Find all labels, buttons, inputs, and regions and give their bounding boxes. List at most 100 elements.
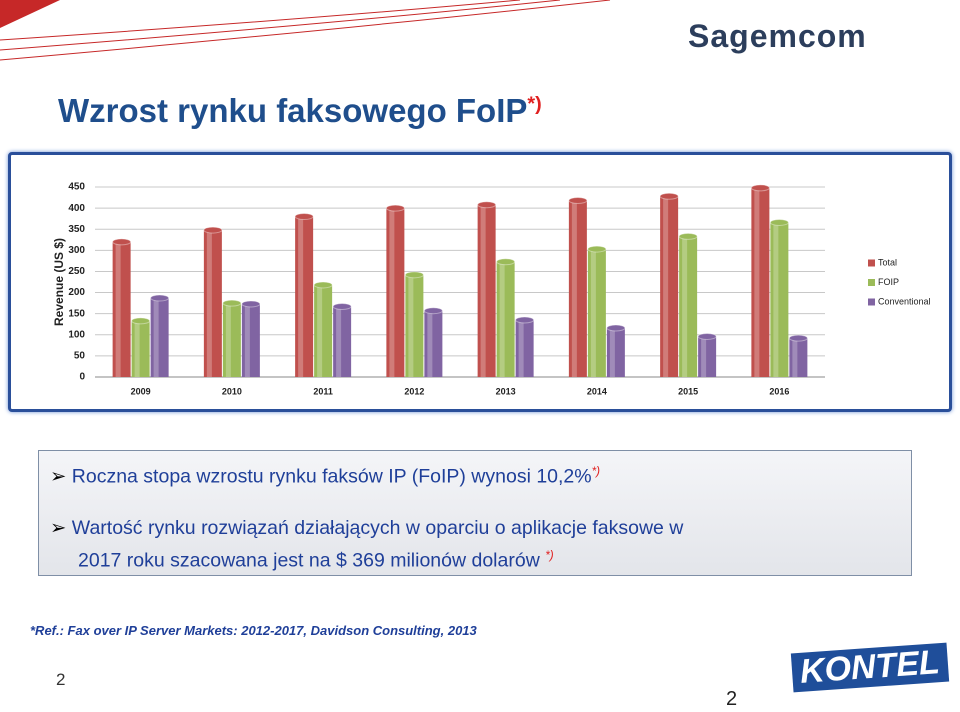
x-tick-label: 2010 — [222, 386, 242, 396]
page-number: 2 — [726, 688, 738, 710]
bullet-list: ➢ Roczna stopa wzrostu rynku faksów IP (… — [50, 458, 683, 574]
bar-shine — [609, 328, 615, 377]
decor-stripes — [0, 0, 611, 61]
bar-shine — [571, 200, 577, 377]
bar-shine — [701, 336, 707, 377]
bullet-box — [38, 450, 912, 576]
bar-shine — [225, 303, 231, 377]
bar — [386, 208, 405, 377]
legend-swatch — [868, 259, 875, 267]
bar-shine — [336, 306, 342, 377]
bar — [587, 249, 606, 377]
bar — [424, 310, 443, 377]
bar-shine — [590, 249, 596, 377]
title-mark: *) — [527, 93, 542, 115]
bar-shine — [518, 320, 524, 377]
bar — [314, 284, 333, 377]
x-tick-label: 2014 — [587, 386, 607, 396]
bar-cap — [659, 192, 679, 200]
bar-shine — [244, 303, 250, 377]
x-tick-label: 2016 — [769, 386, 789, 396]
page-number: 2 — [56, 670, 66, 689]
brand-logo: KONTEL — [790, 642, 949, 693]
bar-shine — [480, 204, 486, 377]
bar-cap — [332, 302, 352, 310]
bar — [770, 222, 789, 377]
bullet-arrow: ➢ — [50, 465, 72, 488]
bar-shine — [792, 338, 798, 377]
bullet-line: 2017 roku szacowana jest na $ 369 milion… — [50, 542, 683, 575]
chart: Revenue (US $) 0 50 100 150 200 250 300 350 400 4… — [52, 182, 931, 397]
bar-cap — [515, 316, 535, 324]
legend-swatch — [868, 298, 875, 306]
bullet-line: ➢ Wartość rynku rozwiązań działających w… — [50, 515, 683, 542]
bar-cap — [423, 307, 443, 315]
bar-cap — [404, 271, 424, 279]
bar — [150, 298, 169, 377]
bar-shine — [153, 298, 159, 377]
bar-cap — [313, 281, 333, 289]
y-tick-label: 450 — [68, 182, 85, 193]
bullet-text: Wartość rynku rozwiązań działających w o… — [71, 516, 684, 539]
bar-shine — [134, 320, 140, 377]
bar-cap — [203, 226, 223, 234]
bar-cap — [294, 213, 314, 221]
bar-shine — [773, 222, 779, 377]
y-tick-label: 300 — [68, 245, 85, 256]
bar — [222, 303, 241, 377]
bar-cap — [788, 334, 808, 342]
y-tick-label: 100 — [68, 329, 85, 340]
bar-shine — [682, 236, 688, 377]
bar — [679, 236, 698, 377]
bar-cap — [222, 299, 242, 307]
bar — [515, 320, 534, 377]
bar-cap — [678, 232, 698, 240]
bullet: ➢ Wartość rynku rozwiązań działających w… — [50, 515, 683, 575]
y-axis-label: Revenue (US $) — [52, 238, 66, 326]
bar-shine — [427, 310, 433, 377]
bar — [568, 200, 587, 377]
x-tick-label: 2015 — [678, 386, 698, 396]
slide-title: Wzrost rynku faksowego FoIP*) — [58, 92, 542, 130]
bar-cap — [587, 245, 607, 253]
bar — [789, 338, 808, 377]
bar — [606, 328, 625, 377]
bar-shine — [408, 274, 414, 377]
x-tick-label: 2009 — [131, 386, 151, 396]
bar-cap — [385, 204, 405, 212]
bar-cap — [697, 332, 717, 340]
bar-shine — [317, 284, 323, 377]
bar-cap — [112, 238, 132, 246]
bar — [241, 303, 260, 377]
bar — [660, 196, 679, 377]
bullet-arrow: ➢ — [50, 516, 72, 539]
bullet-text: Roczna stopa wzrostu rynku faksów IP (Fo… — [71, 465, 592, 488]
bar-cap — [241, 300, 261, 308]
bar — [477, 204, 496, 377]
bar-shine — [206, 230, 212, 377]
bar-shine — [754, 187, 760, 377]
logo: Sagemcom — [688, 18, 867, 54]
bar-cap — [150, 294, 170, 302]
y-tick-label: 150 — [68, 308, 85, 319]
legend-label: Total — [878, 257, 897, 267]
title-text: Wzrost rynku faksowego FoIP — [58, 92, 528, 129]
bullet-text: 2017 roku szacowana jest na $ 369 milion… — [78, 549, 546, 571]
x-tick-label: 2013 — [496, 386, 516, 396]
x-tick-label: 2011 — [313, 386, 333, 396]
y-tick-label: 250 — [68, 266, 85, 277]
bullet-mark: *) — [545, 548, 554, 562]
bar — [131, 320, 150, 377]
bar — [112, 241, 131, 377]
legend-label: Conventional — [878, 296, 931, 306]
bar — [496, 261, 515, 377]
footnote: *Ref.: Fax over IP Server Markets: 2012-… — [30, 623, 477, 638]
bar-cap — [568, 197, 588, 205]
legend-swatch — [868, 279, 875, 286]
bar-cap — [750, 184, 770, 192]
y-tick-label: 0 — [79, 372, 85, 383]
y-tick-label: 50 — [74, 351, 86, 362]
bar — [698, 336, 717, 377]
bar-cap — [131, 317, 151, 325]
